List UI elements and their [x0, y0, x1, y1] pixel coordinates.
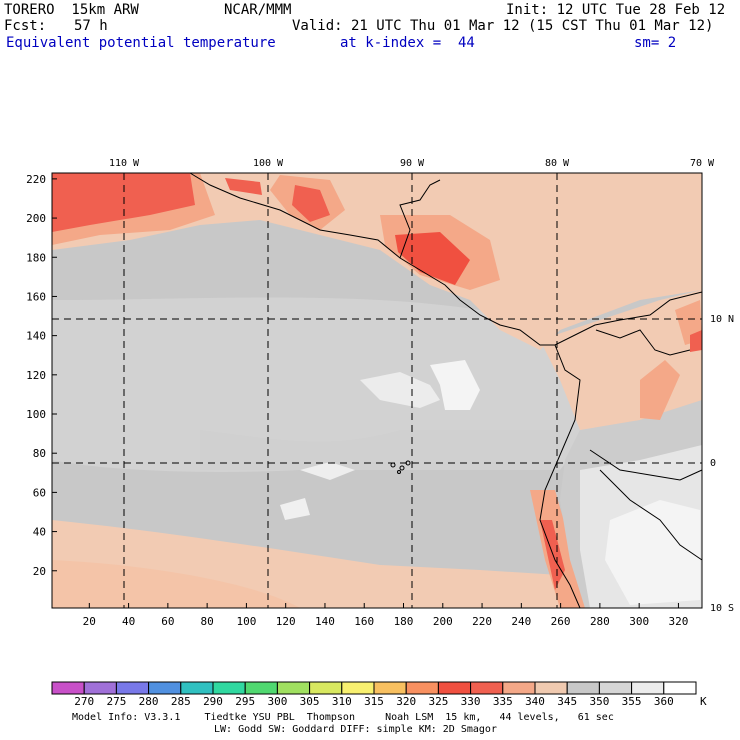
- x-axis-ticks: 20 40 60 80 100 120 140 160 180 200 220 240 260 280 30…: [83, 603, 688, 628]
- y-tick-label: 80: [33, 447, 46, 460]
- y-tick-label: 140: [26, 330, 46, 343]
- longitude-label: 110 W: [109, 158, 140, 169]
- latitude-label: 0: [710, 458, 716, 469]
- forecast-hours: 57 h: [74, 18, 108, 34]
- colorbar-label: 345: [557, 695, 577, 708]
- latitude-label: 10 S: [710, 603, 734, 614]
- map-frame: [51, 172, 703, 609]
- colorbar-box: [180, 681, 214, 695]
- physics-info: LW: Godd SW: Goddard DIFF: simple KM: 2D…: [214, 724, 497, 735]
- x-tick-label: 100: [236, 615, 256, 628]
- colorbar-box: [148, 681, 182, 695]
- x-tick-label: 200: [433, 615, 453, 628]
- colorbar-box: [212, 681, 246, 695]
- colorbar-label: 315: [364, 695, 384, 708]
- x-tick-label: 60: [161, 615, 174, 628]
- colorbar-box: [502, 681, 536, 695]
- x-tick-label: 320: [668, 615, 688, 628]
- x-tick-label: 120: [276, 615, 296, 628]
- x-tick-label: 240: [511, 615, 531, 628]
- x-tick-label: 280: [590, 615, 610, 628]
- colorbar-label: 300: [267, 695, 287, 708]
- colorbar-label: 295: [235, 695, 255, 708]
- colorbar-boxes: [51, 681, 697, 695]
- colorbar-label: 325: [428, 695, 448, 708]
- x-tick-label: 260: [551, 615, 571, 628]
- x-tick-label: 140: [315, 615, 335, 628]
- lat-lon-grid: [52, 173, 702, 608]
- colorbar-box: [631, 681, 665, 695]
- center-name: NCAR/MMM: [224, 2, 292, 18]
- longitude-label: 90 W: [400, 158, 425, 169]
- colorbar-box: [276, 681, 311, 695]
- colorbar-label: 320: [396, 695, 416, 708]
- colorbar-label: 305: [300, 695, 320, 708]
- colorbar-box: [405, 681, 439, 695]
- level-info: at k-index = 44: [340, 35, 475, 51]
- colorbar-box: [566, 681, 600, 695]
- y-tick-label: 100: [26, 408, 46, 421]
- colorbar-box: [341, 681, 375, 695]
- y-tick-label: 20: [33, 565, 46, 578]
- longitude-label: 80 W: [545, 158, 570, 169]
- colorbar-box: [244, 681, 278, 695]
- model-title: TORERO 15km ARW: [4, 2, 139, 18]
- colorbar-box: [437, 681, 472, 695]
- colorbar-box: [51, 681, 85, 695]
- colorbar-label: 335: [493, 695, 513, 708]
- y-tick-label: 60: [33, 486, 46, 499]
- colorbar-label: 350: [589, 695, 609, 708]
- longitude-labels: 110 W 100 W 90 W 80 W 70 W: [109, 158, 715, 169]
- coastlines: [189, 172, 703, 609]
- x-tick-label: 300: [629, 615, 649, 628]
- colorbar-label: 285: [171, 695, 191, 708]
- colorbar-box: [470, 681, 504, 695]
- x-tick-label: 20: [83, 615, 96, 628]
- colorbar-label: 275: [106, 695, 126, 708]
- latitude-labels: 10 N 0 10 S: [710, 314, 734, 614]
- valid-time: Valid: 21 UTC Thu 01 Mar 12 (15 CST Thu …: [292, 18, 714, 34]
- colorbar-box: [663, 681, 697, 695]
- y-tick-label: 120: [26, 369, 46, 382]
- colorbar-box: [534, 681, 568, 695]
- colorbar-box: [598, 681, 633, 695]
- colorbar-label: 290: [203, 695, 223, 708]
- colorbar-labels: 270 275 280 285 290 295 300 305 310 315 320 325 330 3…: [74, 695, 673, 708]
- latitude-label: 10 N: [710, 314, 734, 325]
- y-tick-label: 40: [33, 526, 46, 539]
- colorbar-box: [309, 681, 343, 695]
- colorbar-label: 270: [74, 695, 94, 708]
- y-tick-label: 160: [26, 290, 46, 303]
- longitude-label: 100 W: [253, 158, 284, 169]
- x-tick-label: 180: [394, 615, 414, 628]
- colorbar-box: [373, 681, 407, 695]
- colorbar-unit: K: [700, 695, 707, 708]
- colorbar-label: 280: [139, 695, 159, 708]
- colorbar-label: 355: [622, 695, 642, 708]
- colorbar-label: 360: [654, 695, 674, 708]
- equivalent-potential-temperature-map: 20 40 60 80 100 120 140 160 180 200 220 20 40 60 80 10…: [26, 158, 734, 628]
- y-axis-ticks: 20 40 60 80 100 120 140 160 180 200 220: [26, 173, 57, 578]
- smoothing-info: sm= 2: [634, 35, 677, 51]
- colorbar-label: 310: [332, 695, 352, 708]
- longitude-label: 70 W: [690, 158, 715, 169]
- colorbar-box: [83, 681, 117, 695]
- y-tick-label: 200: [26, 212, 46, 225]
- field-name: Equivalent potential temperature: [6, 35, 276, 51]
- colorbar-label: 340: [525, 695, 545, 708]
- x-tick-label: 40: [122, 615, 135, 628]
- model-info: Model Info: V3.3.1 Tiedtke YSU PBL Thomp…: [72, 712, 614, 723]
- x-tick-label: 80: [201, 615, 214, 628]
- colorbar-box: [115, 681, 150, 695]
- y-tick-label: 220: [26, 173, 46, 186]
- forecast-label: Fcst:: [4, 18, 47, 34]
- y-tick-label: 180: [26, 251, 46, 264]
- colorbar-label: 330: [461, 695, 481, 708]
- init-time: Init: 12 UTC Tue 28 Feb 12: [506, 2, 726, 18]
- x-tick-label: 160: [354, 615, 374, 628]
- x-tick-label: 220: [472, 615, 492, 628]
- map-fill: [52, 173, 702, 608]
